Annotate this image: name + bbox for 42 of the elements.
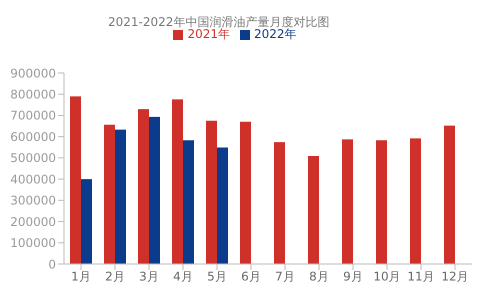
legend-label: 2021年 bbox=[187, 27, 230, 41]
bar bbox=[172, 99, 183, 264]
y-tick-label: 300000 bbox=[10, 194, 56, 208]
bar bbox=[138, 109, 149, 264]
y-tick-label: 700000 bbox=[10, 108, 56, 123]
bar bbox=[206, 120, 217, 264]
x-tick-label: 9月 bbox=[343, 270, 363, 284]
y-tick-label: 400000 bbox=[10, 172, 56, 186]
bar bbox=[81, 179, 92, 264]
bar bbox=[104, 124, 115, 264]
bar bbox=[217, 147, 228, 264]
y-tick-label: 0 bbox=[48, 257, 56, 272]
x-tick-label: 10月 bbox=[373, 270, 401, 284]
bar bbox=[274, 142, 285, 264]
bar bbox=[70, 96, 81, 264]
x-tick-label: 8月 bbox=[309, 270, 329, 284]
x-tick-label: 3月 bbox=[139, 270, 159, 284]
x-tick-label: 4月 bbox=[173, 270, 193, 284]
bar bbox=[376, 140, 387, 264]
x-tick-label: 7月 bbox=[275, 270, 295, 284]
legend-label: 2022年 bbox=[254, 27, 297, 41]
chart-title: 2021-2022年中国润滑油产量月度对比图 bbox=[108, 14, 330, 29]
bar bbox=[183, 140, 194, 264]
bar bbox=[115, 130, 126, 264]
y-tick-label: 600000 bbox=[10, 130, 56, 144]
x-tick-label: 1月 bbox=[71, 270, 91, 284]
bar bbox=[149, 116, 160, 264]
x-tick-label: 2月 bbox=[105, 270, 125, 284]
bar bbox=[240, 122, 251, 264]
x-tick-label: 12月 bbox=[441, 270, 469, 284]
bar bbox=[308, 156, 319, 264]
y-tick-label: 200000 bbox=[10, 214, 56, 229]
x-tick-label: 6月 bbox=[241, 270, 261, 284]
x-tick-label: 5月 bbox=[207, 270, 227, 284]
bar bbox=[342, 139, 353, 264]
y-tick-label: 100000 bbox=[10, 236, 56, 250]
bar bbox=[410, 138, 421, 264]
y-tick-label: 900000 bbox=[10, 66, 56, 80]
x-tick-label: 11月 bbox=[407, 270, 435, 284]
bar bbox=[444, 126, 455, 264]
y-tick-label: 500000 bbox=[10, 151, 56, 166]
y-tick-label: 800000 bbox=[10, 87, 56, 102]
